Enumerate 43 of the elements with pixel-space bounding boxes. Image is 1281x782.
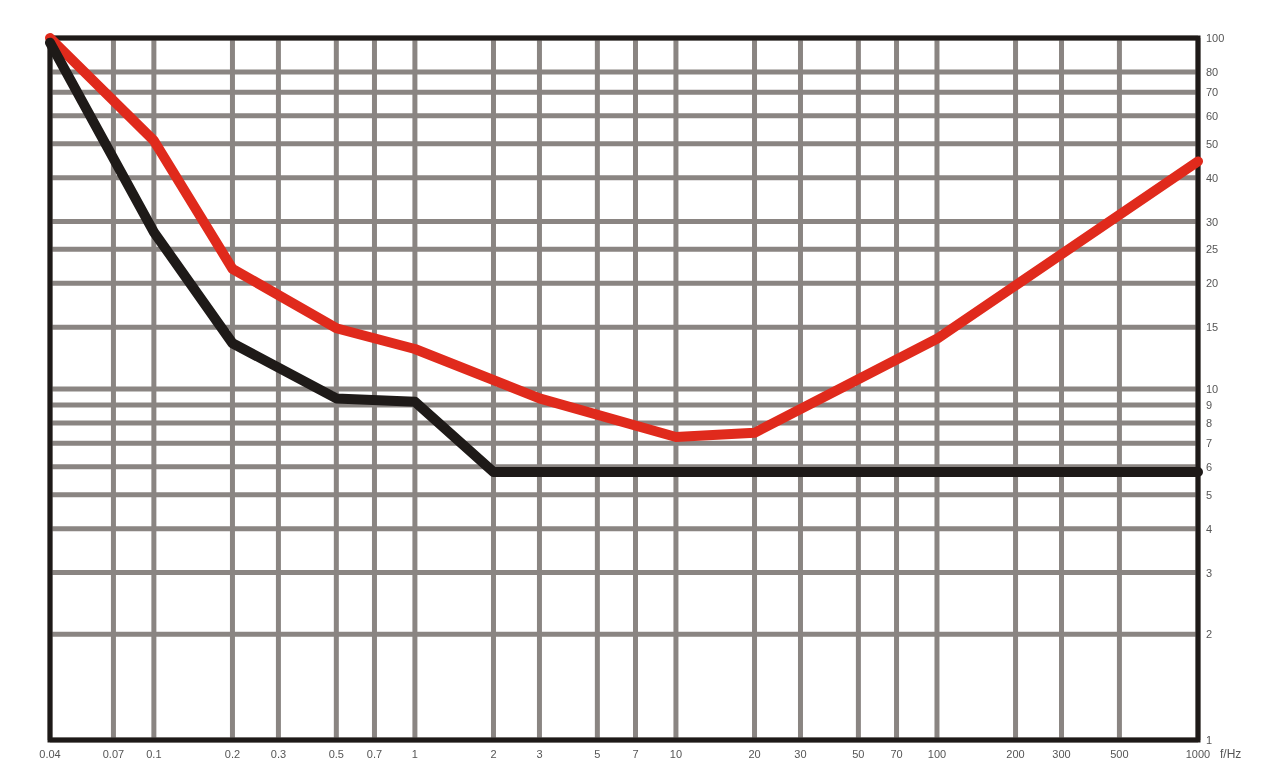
- x-axis-title: f/Hz: [1220, 747, 1242, 761]
- x-tick-label: 30: [794, 748, 807, 760]
- x-tick-label: 0.5: [328, 748, 344, 760]
- y-tick-label: 60: [1206, 109, 1219, 122]
- y-tick-label: 1: [1206, 734, 1213, 746]
- y-tick-label: 50: [1206, 137, 1219, 150]
- x-tick-label: 100: [927, 748, 947, 760]
- x-tick-label: 20: [748, 748, 761, 760]
- x-tick-label: 200: [1006, 748, 1025, 760]
- y-tick-label: 7: [1206, 437, 1213, 450]
- x-tick-label: 70: [890, 748, 903, 760]
- x-tick-label: 2: [490, 748, 497, 760]
- y-tick-label: 100: [1206, 32, 1225, 44]
- x-tick-label: 3: [536, 748, 543, 760]
- x-tick-label: 0.04: [39, 748, 61, 760]
- y-tick-label: 8: [1206, 417, 1213, 430]
- x-tick-label: 0.07: [102, 748, 125, 760]
- y-tick-label: 2: [1206, 628, 1213, 641]
- y-tick-label: 6: [1206, 460, 1213, 473]
- y-tick-label: 15: [1206, 321, 1219, 334]
- y-tick-label: 40: [1206, 171, 1219, 184]
- y-tick-label: 80: [1206, 66, 1219, 79]
- x-tick-label: 0.7: [366, 748, 383, 760]
- x-tick-label: 0.1: [146, 748, 162, 760]
- y-tick-label: 4: [1206, 522, 1213, 535]
- x-tick-label: 1: [411, 748, 418, 760]
- y-tick-label: 9: [1206, 399, 1213, 412]
- y-tick-label: 70: [1206, 86, 1219, 99]
- x-tick-label: 0.2: [224, 748, 241, 760]
- x-tick-label: 1000: [1185, 748, 1211, 760]
- x-tick-label: 300: [1052, 748, 1071, 760]
- y-tick-label: 20: [1206, 277, 1219, 290]
- x-tick-label: 5: [594, 748, 601, 760]
- x-tick-label: 10: [669, 748, 683, 760]
- x-tick-label: 50: [852, 748, 865, 760]
- y-tick-label: 25: [1206, 243, 1219, 256]
- y-tick-label: 5: [1206, 488, 1213, 501]
- y-tick-label: 3: [1206, 566, 1213, 579]
- y-tick-label: 10: [1206, 383, 1219, 395]
- y-tick-label: 30: [1206, 215, 1219, 228]
- x-tick-label: 0.3: [270, 748, 287, 760]
- x-tick-label: 7: [632, 748, 639, 760]
- x-tick-label: 500: [1110, 748, 1129, 760]
